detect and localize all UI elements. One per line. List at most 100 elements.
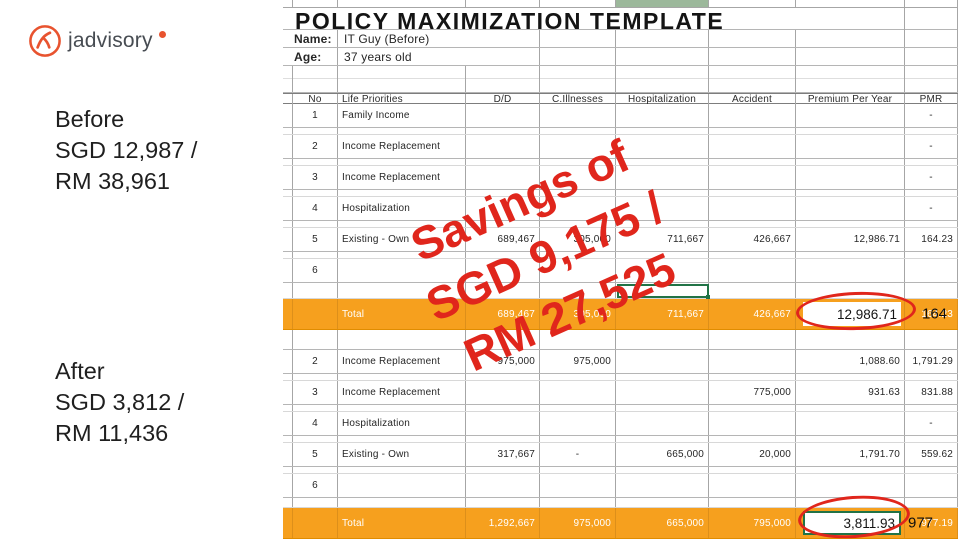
after-splast-premium[interactable] (796, 498, 905, 507)
age-pmr[interactable] (905, 48, 958, 65)
after-3-accident[interactable]: 775,000 (709, 381, 796, 404)
after-2-hospitalization[interactable] (616, 350, 709, 373)
after-sp1-no[interactable] (293, 405, 338, 411)
before-sp2-cillnesses[interactable] (540, 190, 616, 196)
after-sp2-dd[interactable] (466, 436, 540, 442)
top-accident[interactable] (709, 0, 796, 7)
after-sp3-pmr[interactable] (905, 467, 958, 473)
col-header-accident[interactable]: Accident (709, 94, 796, 105)
after-5-hospitalization[interactable]: 665,000 (616, 443, 709, 466)
before-splast-cillnesses[interactable] (540, 283, 616, 298)
after-total-label[interactable]: Total (338, 508, 466, 538)
after-2-accident[interactable] (709, 350, 796, 373)
before-2-accident[interactable] (709, 135, 796, 158)
before-splast-accident[interactable] (709, 283, 796, 298)
before-total-dd[interactable]: 689,467 (466, 299, 540, 329)
col-header-premium[interactable]: Premium Per Year (796, 94, 905, 105)
before-4-hospitalization[interactable] (616, 197, 709, 220)
before-3-accident[interactable] (709, 166, 796, 189)
name-premium[interactable] (796, 30, 905, 47)
after-sp2-cillnesses[interactable] (540, 436, 616, 442)
title-row-pmr-cell[interactable] (905, 8, 958, 35)
before-sp4-premium[interactable] (796, 252, 905, 258)
col-header-cillnesses[interactable]: C.Illnesses (540, 94, 616, 105)
after-sp3-premium[interactable] (796, 467, 905, 473)
name-pmr[interactable] (905, 30, 958, 47)
before-sp3-accident[interactable] (709, 221, 796, 227)
after-4-cillnesses[interactable] (540, 412, 616, 435)
before-sp1-premium[interactable] (796, 159, 905, 165)
before-sp0-cillnesses[interactable] (540, 128, 616, 134)
before-sp1-hospitalization[interactable] (616, 159, 709, 165)
after-5-pmr[interactable]: 559.62 (905, 443, 958, 466)
after-2-dd[interactable]: 975,000 (466, 350, 540, 373)
before-sp2-premium[interactable] (796, 190, 905, 196)
after-6-pmr[interactable] (905, 474, 958, 497)
before-total-premium[interactable]: 12,986.71 (796, 299, 905, 329)
after-sp0-hospitalization[interactable] (616, 374, 709, 380)
after-sp3-cillnesses[interactable] (540, 467, 616, 473)
before-5-no[interactable]: 5 (293, 228, 338, 251)
before-5-cillnesses[interactable]: 305,000 (540, 228, 616, 251)
after-hidden-cillnesses[interactable] (540, 330, 616, 349)
after-hidden-dd[interactable] (466, 330, 540, 349)
after-sp2-accident[interactable] (709, 436, 796, 442)
before-5-hospitalization[interactable]: 711,667 (616, 228, 709, 251)
after-hidden-accident[interactable] (709, 330, 796, 349)
before-sp0-hospitalization[interactable] (616, 128, 709, 134)
after-sp0-cillnesses[interactable] (540, 374, 616, 380)
after-6-no[interactable]: 6 (293, 474, 338, 497)
before-splast-no[interactable] (293, 283, 338, 298)
before-4-dd[interactable] (466, 197, 540, 220)
after-sp0-accident[interactable] (709, 374, 796, 380)
before-2-pmr[interactable]: - (905, 135, 958, 158)
before-sp2-dd[interactable] (466, 190, 540, 196)
after-splast-pmr[interactable] (905, 498, 958, 507)
col-header-no[interactable]: No (293, 94, 338, 105)
after-2-pmr[interactable]: 1,791.29 (905, 350, 958, 373)
after-5-dd[interactable]: 317,667 (466, 443, 540, 466)
after-splast-hospitalization[interactable] (616, 498, 709, 507)
after-5-cillnesses[interactable]: - (540, 443, 616, 466)
before-2-dd[interactable] (466, 135, 540, 158)
before-4-pmr[interactable]: - (905, 197, 958, 220)
before-sp4-accident[interactable] (709, 252, 796, 258)
before-3-no[interactable]: 3 (293, 166, 338, 189)
before-splast-priority[interactable] (338, 283, 466, 298)
after-5-priority[interactable]: Existing - Own (338, 443, 466, 466)
after-sp0-dd[interactable] (466, 374, 540, 380)
after-4-priority[interactable]: Hospitalization (338, 412, 466, 435)
gap-cillnesses[interactable] (540, 66, 616, 92)
after-splast-accident[interactable] (709, 498, 796, 507)
before-sp3-dd[interactable] (466, 221, 540, 227)
before-6-dd[interactable] (466, 259, 540, 282)
gap-accident[interactable] (709, 66, 796, 92)
after-splast-priority[interactable] (338, 498, 466, 507)
gap-hospitalization[interactable] (616, 66, 709, 92)
after-sp2-pmr[interactable] (905, 436, 958, 442)
name-accident[interactable] (709, 30, 796, 47)
after-2-priority[interactable]: Income Replacement (338, 350, 466, 373)
before-1-accident[interactable] (709, 104, 796, 127)
after-total-accident[interactable]: 795,000 (709, 508, 796, 538)
after-2-cillnesses[interactable]: 975,000 (540, 350, 616, 373)
before-6-no[interactable]: 6 (293, 259, 338, 282)
before-4-no[interactable]: 4 (293, 197, 338, 220)
before-6-pmr[interactable] (905, 259, 958, 282)
before-sp0-dd[interactable] (466, 128, 540, 134)
after-hidden-premium[interactable] (796, 330, 905, 349)
after-2-premium[interactable]: 1,088.60 (796, 350, 905, 373)
before-sp0-accident[interactable] (709, 128, 796, 134)
before-5-priority[interactable]: Existing - Own (338, 228, 466, 251)
before-splast-pmr[interactable] (905, 283, 958, 298)
after-6-priority[interactable] (338, 474, 466, 497)
name-hospitalization[interactable] (616, 30, 709, 47)
after-sp0-premium[interactable] (796, 374, 905, 380)
before-2-cillnesses[interactable] (540, 135, 616, 158)
after-4-no[interactable]: 4 (293, 412, 338, 435)
after-2-no[interactable]: 2 (293, 350, 338, 373)
before-4-priority[interactable]: Hospitalization (338, 197, 466, 220)
age-value[interactable]: 37 years old (338, 48, 540, 65)
after-splast-dd[interactable] (466, 498, 540, 507)
before-sp3-pmr[interactable] (905, 221, 958, 227)
